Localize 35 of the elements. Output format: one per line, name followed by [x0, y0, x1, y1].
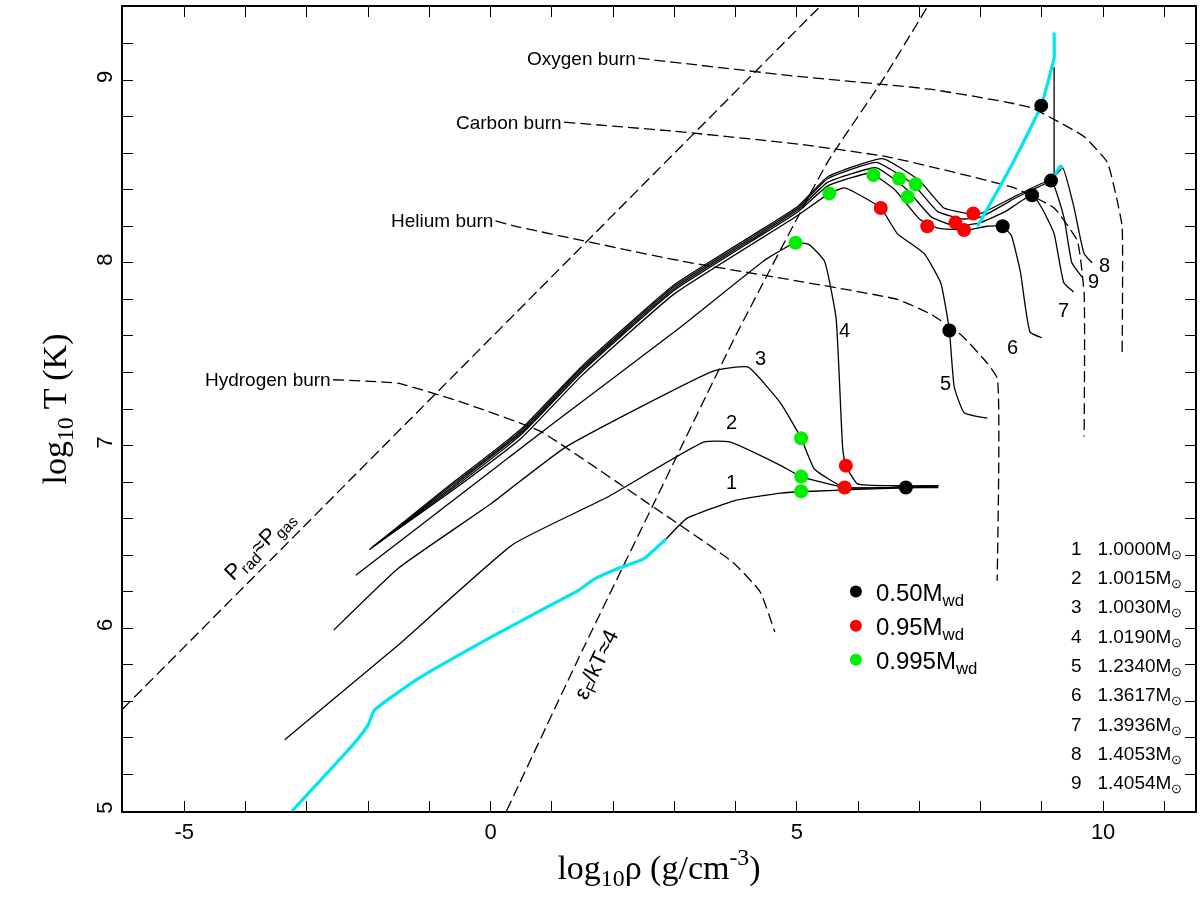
- y-tick-label: 5: [92, 801, 118, 814]
- x-tick-label: -5: [174, 819, 195, 845]
- annotation: 9 1.4054M$_{⊙}$: [1071, 772, 1183, 796]
- y-tick-label: 7: [92, 436, 118, 449]
- legend-label: 0.50M$_{wd}$: [875, 578, 965, 610]
- annotation: 3: [755, 347, 767, 369]
- annotation: 5 1.2340M$_{⊙}$: [1071, 655, 1183, 679]
- annotation: 8: [1099, 254, 1111, 276]
- annotation: 6: [1007, 336, 1019, 358]
- annotation: Oxygen burn: [527, 48, 636, 69]
- x-tick-label: 5: [790, 819, 803, 845]
- y-tick-label: 6: [92, 618, 118, 632]
- annotation: 1: [726, 471, 738, 493]
- annotation: 4 1.0190M$_{⊙}$: [1071, 626, 1183, 650]
- annotation: 6 1.3617M$_{⊙}$: [1071, 684, 1183, 708]
- annotation: 2 1.0015M$_{⊙}$: [1071, 567, 1183, 591]
- annotation: 9: [1088, 270, 1100, 292]
- annotation: Helium burn: [391, 210, 494, 231]
- x-tick-label: 0: [484, 819, 497, 845]
- annotation: Hydrogen burn: [205, 369, 331, 390]
- y-tick-label: 9: [92, 70, 118, 83]
- annotation: 5: [940, 372, 952, 394]
- x-tick-label: 10: [1090, 819, 1116, 845]
- annotation: 8 1.4053M$_{⊙}$: [1071, 743, 1183, 767]
- annotation: 4: [839, 319, 851, 341]
- legend-label: 0.995M$_{wd}$: [875, 647, 978, 679]
- annotation: 2: [726, 411, 738, 433]
- annotation: Carbon burn: [456, 112, 562, 133]
- annotation: 7 1.3936M$_{⊙}$: [1071, 714, 1183, 738]
- annotation: 7: [1058, 299, 1070, 321]
- x-axis-title: log$_{10}$ρ (g/cm$^{-3}$): [557, 843, 761, 892]
- annotation: 1 1.0000M$_{⊙}$: [1071, 538, 1183, 562]
- annotation: 3 1.0030M$_{⊙}$: [1071, 596, 1183, 620]
- y-tick-label: 8: [92, 253, 118, 266]
- legend-label: 0.95M$_{wd}$: [875, 613, 965, 645]
